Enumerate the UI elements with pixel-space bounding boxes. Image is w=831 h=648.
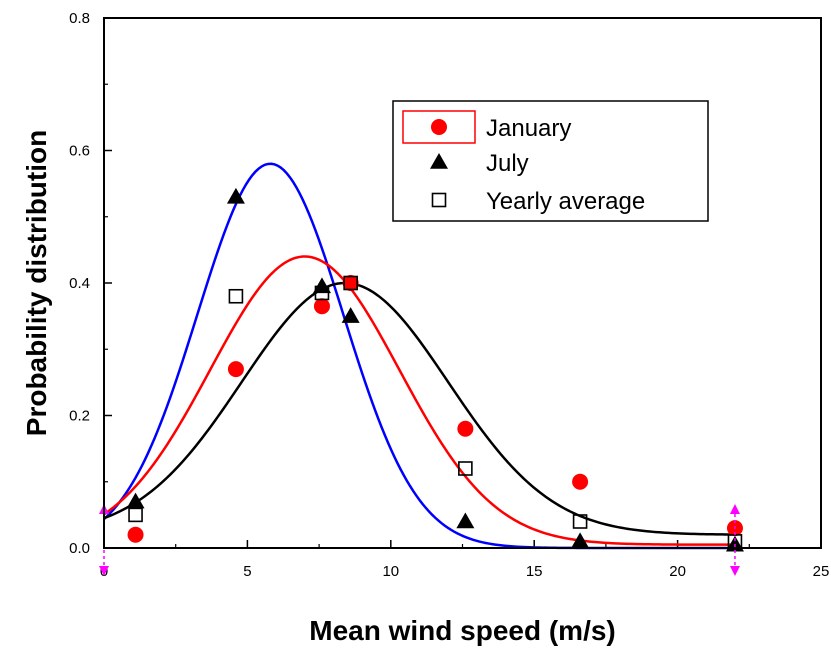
x-tick-label: 25 [813, 563, 830, 580]
x-tick-label: 20 [669, 563, 686, 580]
data-point-series-2 [458, 461, 473, 476]
data-point-series-1 [312, 277, 331, 294]
data-point-series-2 [572, 514, 588, 529]
data-point-series-2 [343, 275, 358, 291]
data-point-series-2 [314, 285, 330, 301]
x-axis-title: Mean wind speed (m/s) [309, 615, 616, 646]
legend-highlight [402, 110, 476, 144]
data-point-series-0 [572, 473, 589, 490]
x-tick-label: 10 [382, 563, 399, 580]
y-tick-label: 0.8 [69, 10, 90, 27]
data-point-series-0 [457, 420, 474, 437]
data-point-series-2 [128, 507, 143, 523]
x-tick-label: 15 [526, 563, 543, 580]
data-point-series-0 [127, 526, 144, 543]
data-point-series-2 [228, 288, 244, 304]
y-tick-label: 0.2 [69, 408, 90, 425]
y-axis-title: Probability distribution [21, 130, 52, 436]
fit-curve-1 [103, 255, 735, 546]
legend-label-january: January [486, 115, 571, 142]
legend-symbol [431, 192, 447, 208]
legend-marker-january [431, 119, 447, 135]
fit-curve-2 [103, 281, 735, 536]
data-point-series-1 [226, 187, 245, 204]
annotation-arrow-down [729, 566, 740, 576]
legend-symbol [431, 119, 447, 135]
axis-ticks: 05101520250.00.20.40.60.8 [69, 10, 829, 580]
legend-marker-july [430, 153, 448, 169]
legend-symbol [430, 153, 448, 169]
data-point-series-0 [342, 275, 359, 291]
y-tick-label: 0.0 [69, 540, 90, 557]
data-point-series-1 [341, 307, 360, 323]
y-tick-label: 0.4 [69, 275, 90, 292]
data-point-series-1 [126, 492, 145, 509]
legend-marker-yearly-average [431, 192, 447, 208]
legend-label-july: July [486, 150, 529, 177]
data-point-series-0 [227, 361, 244, 378]
annotation-arrow-down [99, 566, 109, 576]
data-points [126, 187, 744, 552]
x-tick-label: 5 [243, 563, 251, 580]
legend: January July Yearly average [392, 100, 709, 222]
plot-area-frame [103, 17, 822, 549]
annotations [99, 504, 740, 576]
annotation-arrow-up [729, 504, 740, 514]
data-point-series-0 [313, 298, 330, 315]
y-tick-label: 0.6 [69, 143, 90, 160]
legend-label-yearly-average: Yearly average [486, 188, 645, 215]
data-point-series-1 [456, 512, 475, 529]
data-point-series-1 [571, 532, 590, 549]
